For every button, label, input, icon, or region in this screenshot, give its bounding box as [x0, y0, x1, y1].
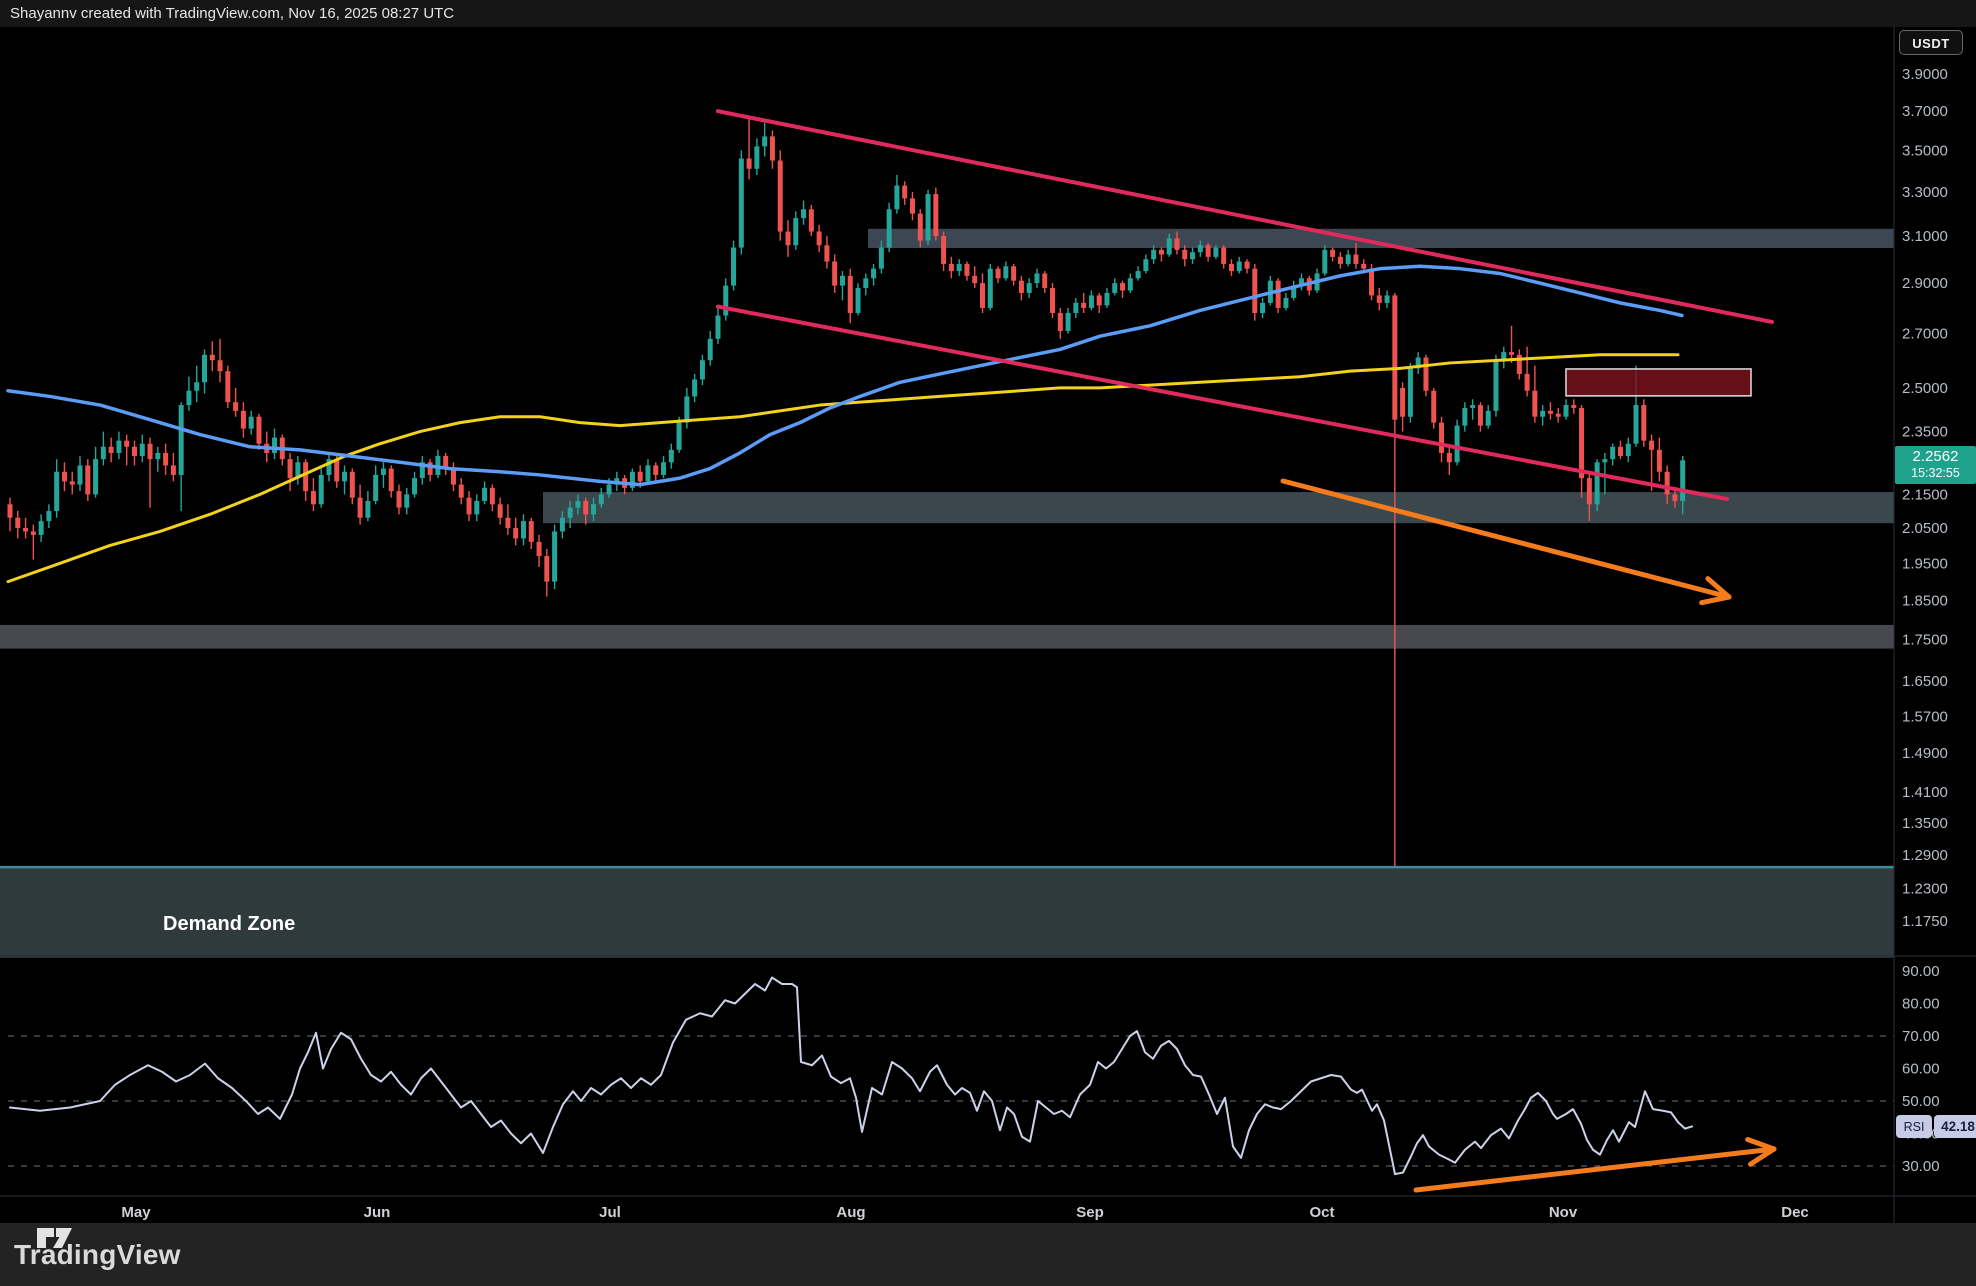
svg-text:1.4900: 1.4900	[1902, 745, 1948, 762]
rsi-grid-layer	[8, 1035, 1894, 1167]
rsi-badge-value: 42.18	[1934, 1115, 1976, 1138]
svg-text:30.00: 30.00	[1902, 1158, 1940, 1175]
last-price-badge[interactable]: 2.2562 15:32:55	[1895, 446, 1976, 484]
svg-text:3.7000: 3.7000	[1902, 103, 1948, 120]
moving-averages-layer	[6, 264, 1684, 584]
svg-text:3.5000: 3.5000	[1902, 142, 1948, 159]
svg-text:60.00: 60.00	[1902, 1061, 1940, 1078]
snapshot-footer: TradingView	[0, 1223, 1976, 1286]
price-downtrend-arrow	[1280, 478, 1732, 600]
svg-text:May: May	[121, 1204, 151, 1221]
channel-upper	[716, 109, 1774, 324]
axes-layer: 3.9000 3.7000 3.5000 3.3000 3.1000 2.9000 2.70…	[0, 27, 1976, 1223]
snapshot-header: Shayannv created with TradingView.com, N…	[0, 0, 1976, 27]
svg-text:1.9500: 1.9500	[1902, 555, 1948, 572]
svg-text:1.5700: 1.5700	[1902, 708, 1948, 725]
svg-text:2.3500: 2.3500	[1902, 424, 1948, 441]
svg-text:1.2900: 1.2900	[1902, 847, 1948, 864]
candles-layer	[7, 118, 1686, 866]
supply-box	[1565, 368, 1752, 397]
svg-text:Dec: Dec	[1781, 1204, 1809, 1221]
svg-text:90.00: 90.00	[1902, 963, 1940, 980]
currency-toggle-button[interactable]: USDT	[1899, 30, 1963, 55]
svg-text:1.6500: 1.6500	[1902, 673, 1948, 690]
svg-text:80.00: 80.00	[1902, 996, 1940, 1013]
svg-text:Oct: Oct	[1309, 1204, 1334, 1221]
svg-text:1.7500: 1.7500	[1902, 632, 1948, 649]
svg-text:1.2300: 1.2300	[1902, 881, 1948, 898]
svg-text:Aug: Aug	[836, 1204, 865, 1221]
svg-text:2.5000: 2.5000	[1902, 380, 1948, 397]
drawings-layer[interactable]	[716, 109, 1777, 1193]
rsi-divergence-arrow	[1413, 1146, 1777, 1193]
tradingview-logo-icon[interactable]	[36, 1223, 74, 1253]
rsi-line-layer	[9, 976, 1693, 1176]
svg-text:Jul: Jul	[599, 1204, 621, 1221]
rsi-value-badge[interactable]: RSI 42.18	[1896, 1115, 1976, 1138]
svg-text:50.00: 50.00	[1902, 1093, 1940, 1110]
zones-layer	[0, 228, 1894, 958]
svg-text:1.1750: 1.1750	[1902, 913, 1948, 930]
svg-text:Sep: Sep	[1076, 1204, 1104, 1221]
svg-text:1.8500: 1.8500	[1902, 592, 1948, 609]
svg-text:2.0500: 2.0500	[1902, 520, 1948, 537]
svg-text:2.9000: 2.9000	[1902, 275, 1948, 292]
svg-text:Jun: Jun	[364, 1204, 391, 1221]
rsi-badge-label: RSI	[1896, 1115, 1932, 1138]
svg-text:2.7000: 2.7000	[1902, 326, 1948, 343]
channel-lower	[716, 304, 1729, 501]
svg-text:1.3500: 1.3500	[1902, 815, 1948, 832]
demand-zone-label[interactable]: Demand Zone	[163, 913, 296, 935]
svg-text:3.1000: 3.1000	[1902, 228, 1948, 245]
svg-text:1.4100: 1.4100	[1902, 784, 1948, 801]
svg-text:3.9000: 3.9000	[1902, 66, 1948, 83]
svg-text:Nov: Nov	[1549, 1204, 1578, 1221]
svg-text:3.3000: 3.3000	[1902, 184, 1948, 201]
last-price-value: 2.2562	[1912, 448, 1959, 465]
svg-text:70.00: 70.00	[1902, 1028, 1940, 1045]
svg-text:2.1500: 2.1500	[1902, 486, 1948, 503]
bar-countdown: 15:32:55	[1911, 466, 1960, 480]
snapshot-title: Shayannv created with TradingView.com, N…	[10, 5, 455, 22]
